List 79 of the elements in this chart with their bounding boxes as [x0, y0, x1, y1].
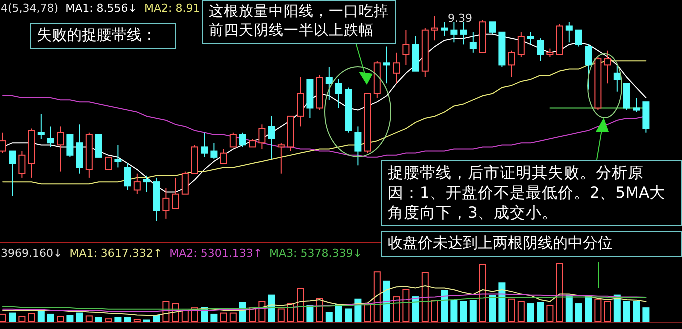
bar: [124, 317, 132, 322]
bar: [518, 301, 525, 322]
bar: [624, 301, 630, 322]
bar: [48, 314, 54, 322]
bar: [28, 313, 36, 322]
candlestick: [354, 126, 362, 166]
bar: [480, 264, 486, 322]
bar: [86, 316, 93, 322]
candlestick: [268, 116, 276, 160]
bar: [210, 314, 218, 322]
candlestick: [566, 22, 573, 44]
bar: [508, 298, 516, 322]
bar: [297, 288, 304, 322]
bar: [66, 315, 74, 322]
bar: [594, 298, 602, 322]
candlestick: [326, 66, 333, 101]
bar: [566, 294, 573, 322]
candlestick: [432, 16, 438, 42]
text: 4(5,34,78): [1, 2, 59, 15]
candlestick: [402, 30, 410, 66]
bar: [576, 304, 582, 322]
bar: [326, 312, 333, 322]
bar: [537, 302, 544, 322]
bar: [556, 264, 564, 322]
annotation: 这根放量中阳线，一口吃掉前四天阴线一半以上跌幅: [202, 0, 396, 44]
bar: [642, 308, 650, 322]
bar: [278, 308, 285, 322]
annotation: 失败的捉腰带线：: [30, 23, 176, 48]
bar: [57, 316, 64, 322]
text: MA1: 8.556↓: [66, 2, 138, 15]
bar: [374, 272, 381, 322]
candlestick: [258, 124, 266, 150]
bar: [489, 295, 496, 322]
bar: [633, 301, 640, 322]
bar: [0, 314, 6, 322]
candlestick: [297, 77, 304, 128]
annotation: 9.39: [448, 12, 472, 25]
bar: [134, 319, 141, 322]
bar: [114, 317, 122, 322]
candlestick: [384, 46, 390, 84]
bar: [470, 300, 477, 322]
text: MA1: 3617.332↑: [70, 247, 163, 260]
bar: [604, 301, 612, 322]
candlestick: [585, 44, 592, 90]
bar: [585, 296, 592, 322]
bar: [402, 289, 410, 322]
candlestick: [393, 52, 400, 84]
bar: [384, 280, 390, 322]
candlestick: [57, 126, 64, 172]
text: MA2: 8.91: [144, 2, 200, 15]
bar: [393, 296, 400, 322]
bar: [546, 305, 554, 322]
candlestick: [450, 22, 458, 44]
bar: [345, 308, 352, 322]
bar: [9, 312, 16, 322]
bar: [96, 317, 102, 322]
bar: [498, 282, 506, 322]
bar: [528, 304, 534, 322]
bar: [268, 294, 276, 322]
bar: [450, 300, 458, 322]
bar: [412, 296, 420, 322]
text: MA2: 5301.133↑: [170, 247, 263, 260]
bar: [105, 318, 112, 322]
annotation: 捉腰带线，后市证明其失败。分析原因：1、开盘价不是最低价。2、5MA大角度向下，3、成交小。: [381, 160, 682, 226]
bar: [441, 290, 448, 322]
bar: [18, 316, 26, 322]
text: 收盘价未达到上两根阴线的中分位: [381, 231, 682, 256]
text: 3969.160↓: [1, 247, 63, 260]
candlestick: [76, 124, 84, 174]
bar: [364, 304, 372, 322]
candlestick: [460, 22, 468, 46]
text: MA3: 5378.339↓: [270, 247, 362, 260]
bar: [220, 312, 228, 322]
bar: [432, 300, 438, 322]
bar: [422, 272, 429, 322]
bar: [76, 312, 84, 322]
bar: [460, 301, 468, 322]
bar: [230, 312, 237, 322]
candlestick: [162, 188, 170, 220]
